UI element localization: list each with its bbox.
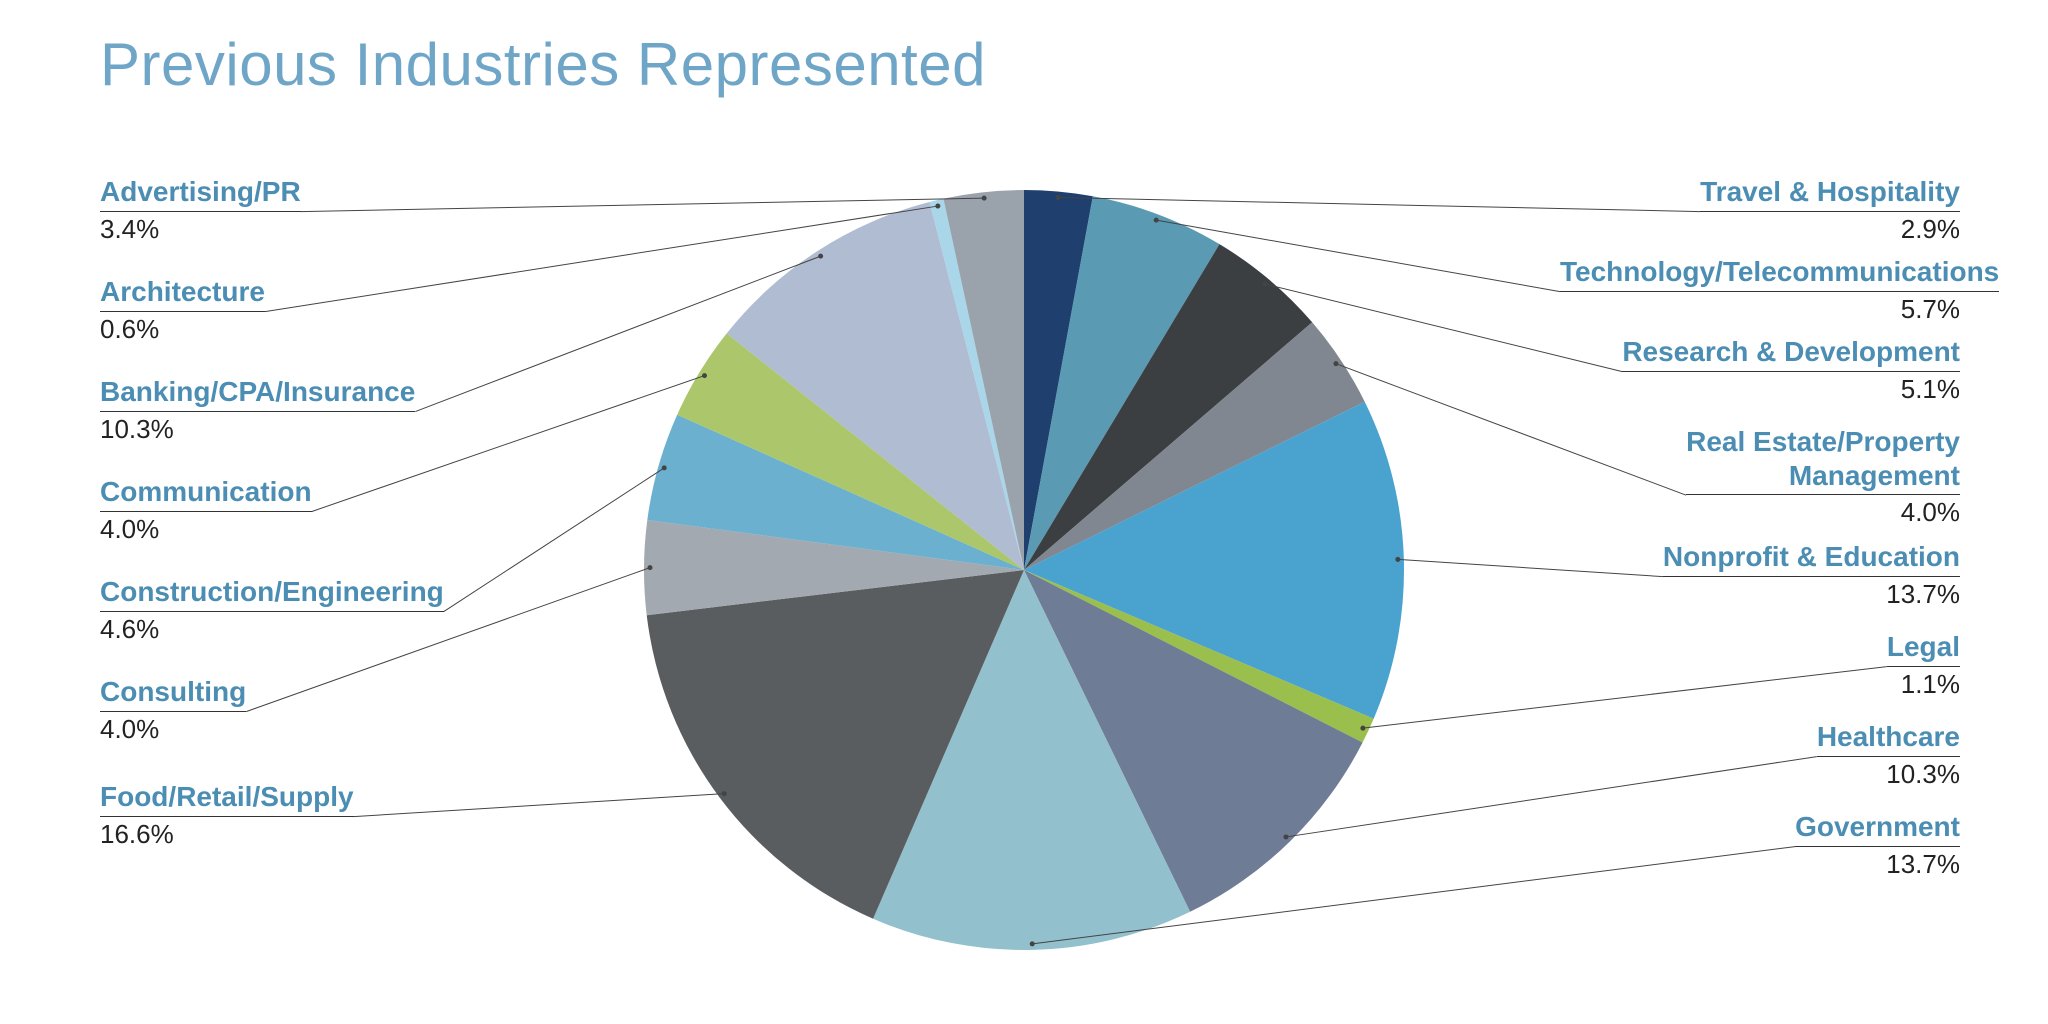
pie-label: Technology/Telecommunications5.7% (1560, 255, 1960, 325)
pie-label-value: 13.7% (1560, 579, 1960, 610)
pie-label: Architecture0.6% (100, 275, 470, 345)
pie-label-value: 4.0% (100, 514, 470, 545)
pie-label-category: Healthcare (1817, 720, 1960, 757)
pie-label-category: Nonprofit & Education (1663, 540, 1960, 577)
pie-label: Consulting4.0% (100, 675, 470, 745)
pie-label-category: Architecture (100, 275, 265, 312)
pie-label-category: Advertising/PR (100, 175, 301, 212)
leader-line (444, 468, 664, 612)
pie-label-category: Research & Development (1622, 335, 1960, 372)
leader-dot (1333, 361, 1338, 366)
leader-dot (1360, 726, 1365, 731)
pie-label-category: Government (1795, 810, 1960, 847)
pie-label-value: 0.6% (100, 314, 470, 345)
pie-chart-container: Advertising/PR3.4% Architecture0.6% Bankin… (0, 0, 2048, 1024)
pie-label-category: Construction/Engineering (100, 575, 444, 612)
pie-label-value: 10.3% (100, 414, 470, 445)
pie-label: Nonprofit & Education13.7% (1560, 540, 1960, 610)
pie-label-category: Banking/CPA/Insurance (100, 375, 415, 412)
pie-label: Construction/Engineering4.6% (100, 575, 470, 645)
pie-label: Real Estate/PropertyManagement4.0% (1560, 425, 1960, 528)
pie-label: Advertising/PR3.4% (100, 175, 470, 245)
leader-dot (818, 254, 823, 259)
leader-dot (1283, 834, 1288, 839)
pie-label-value: 16.6% (100, 819, 470, 850)
pie-label-value: 5.7% (1560, 294, 1960, 325)
pie-label-value: 5.1% (1560, 374, 1960, 405)
pie-label-value: 2.9% (1560, 214, 1960, 245)
leader-dot (982, 196, 987, 201)
pie-label: Banking/CPA/Insurance10.3% (100, 375, 470, 445)
pie-label-value: 3.4% (100, 214, 470, 245)
leader-dot (648, 565, 653, 570)
pie-label: Healthcare10.3% (1560, 720, 1960, 790)
leader-dot (722, 791, 727, 796)
pie-label-value: 1.1% (1560, 669, 1960, 700)
pie-label: Travel & Hospitality2.9% (1560, 175, 1960, 245)
pie-label-category: Travel & Hospitality (1700, 175, 1960, 212)
pie-label-value: 10.3% (1560, 759, 1960, 790)
pie-label: Food/Retail/Supply16.6% (100, 780, 470, 850)
pie-label-category: Food/Retail/Supply (100, 780, 354, 817)
leader-dot (935, 204, 940, 209)
pie-label-category: Legal (1887, 630, 1960, 667)
leader-dot (702, 373, 707, 378)
pie-label: Legal1.1% (1560, 630, 1960, 700)
pie-label-category: Real Estate/PropertyManagement (1686, 425, 1960, 495)
leader-dot (1154, 218, 1159, 223)
pie-label: Government13.7% (1560, 810, 1960, 880)
pie-label-value: 4.6% (100, 614, 470, 645)
pie-label: Research & Development5.1% (1560, 335, 1960, 405)
pie-label-category: Communication (100, 475, 312, 512)
pie-label-value: 13.7% (1560, 849, 1960, 880)
pie-label-category: Consulting (100, 675, 246, 712)
pie-label: Communication4.0% (100, 475, 470, 545)
leader-dot (1263, 282, 1268, 287)
leader-dot (662, 465, 667, 470)
pie-label-value: 4.0% (1560, 497, 1960, 528)
leader-dot (1395, 557, 1400, 562)
pie-label-value: 4.0% (100, 714, 470, 745)
leader-dot (1030, 941, 1035, 946)
pie-label-category: Technology/Telecommunications (1560, 255, 1999, 292)
leader-dot (1056, 195, 1061, 200)
